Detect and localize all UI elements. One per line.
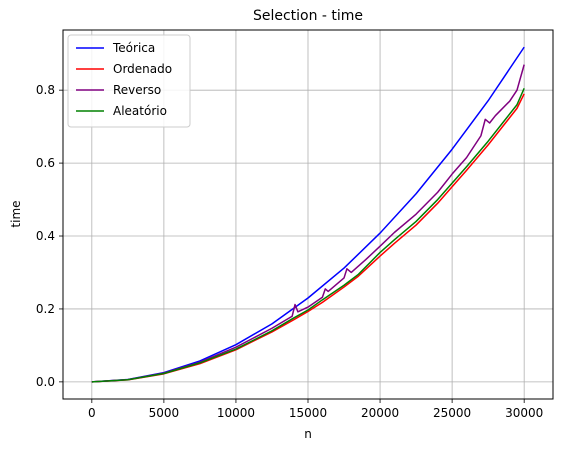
legend-label-3: Aleatório bbox=[113, 104, 167, 118]
y-tick-label: 0.0 bbox=[36, 375, 55, 389]
x-tick-label: 5000 bbox=[149, 406, 180, 420]
x-tick-label: 30000 bbox=[505, 406, 543, 420]
series-line-3 bbox=[91, 88, 525, 383]
x-tick-label: 15000 bbox=[289, 406, 327, 420]
legend-label-0: Teórica bbox=[112, 41, 155, 55]
legend-label-1: Ordenado bbox=[113, 62, 172, 76]
x-tick-label: 10000 bbox=[217, 406, 255, 420]
series-lines bbox=[91, 46, 525, 383]
grid bbox=[63, 30, 553, 399]
series-line-2 bbox=[91, 64, 525, 383]
y-tick-label: 0.8 bbox=[36, 83, 55, 97]
axis-ticks: 0 5000 10000 15000 20000 25000 30000 0.0 0.2 0.4 0… bbox=[36, 83, 543, 420]
chart-title: Selection - time bbox=[253, 8, 363, 24]
y-tick-label: 0.6 bbox=[36, 156, 55, 170]
x-tick-label: 0 bbox=[88, 406, 96, 420]
x-axis-label: n bbox=[304, 427, 312, 441]
x-tick-label: 20000 bbox=[361, 406, 399, 420]
y-tick-label: 0.4 bbox=[36, 229, 55, 243]
legend: Teórica Ordenado Reverso Aleatório bbox=[67, 34, 191, 128]
legend-label-2: Reverso bbox=[113, 83, 161, 97]
y-axis-label: time bbox=[9, 200, 23, 227]
y-tick-label: 0.2 bbox=[36, 302, 55, 316]
x-tick-label: 25000 bbox=[433, 406, 471, 420]
legend-box bbox=[67, 34, 191, 128]
